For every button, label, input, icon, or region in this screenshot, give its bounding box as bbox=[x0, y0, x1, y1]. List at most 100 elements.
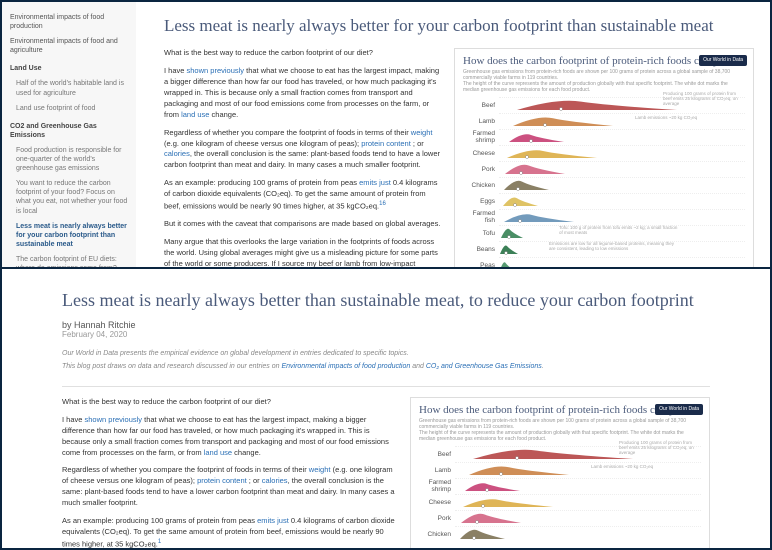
ridge-shape bbox=[503, 195, 538, 208]
median-dot bbox=[485, 488, 489, 492]
link-calories[interactable]: calories bbox=[262, 476, 288, 485]
median-dot bbox=[475, 520, 479, 524]
link-weight[interactable]: weight bbox=[309, 465, 331, 474]
link-env-impacts[interactable]: Environmental impacts of food production bbox=[281, 363, 410, 370]
ridge-shape bbox=[500, 243, 518, 256]
link-emits-just[interactable]: emits just bbox=[257, 516, 289, 525]
link-land-use[interactable]: land use bbox=[181, 110, 209, 119]
ridge-shape bbox=[513, 115, 613, 128]
link-protein[interactable]: protein content bbox=[361, 139, 411, 148]
ridge-shape bbox=[507, 148, 597, 160]
para: Regardless of whether you compare the fo… bbox=[62, 465, 398, 509]
ridge-shape bbox=[504, 178, 549, 192]
ridge-label: Peas bbox=[463, 262, 499, 267]
link-calories[interactable]: calories bbox=[164, 149, 190, 158]
sidebar-item[interactable]: Environmental impacts of food production bbox=[10, 10, 128, 34]
sidebar-item[interactable]: Less meat is nearly always better for yo… bbox=[10, 219, 128, 252]
ridge-row: Beans Emissions are low for all legume-ba… bbox=[463, 241, 745, 257]
sidebar-item[interactable]: Food production is responsible for one-q… bbox=[10, 143, 128, 176]
ridge-row: Farmed fish bbox=[463, 209, 745, 225]
median-dot bbox=[543, 123, 547, 127]
ridge-shape bbox=[504, 212, 574, 224]
ridge-label: Farmed shrimp bbox=[419, 479, 455, 493]
sidebar-item[interactable]: The carbon footprint of EU diets: where … bbox=[10, 252, 128, 267]
ridge-shape bbox=[473, 447, 633, 461]
ridge-label: Eggs bbox=[463, 198, 499, 205]
link-land-use[interactable]: land use bbox=[204, 448, 232, 457]
para: Many argue that this overlooks the large… bbox=[164, 237, 442, 267]
sidebar-item[interactable]: Land Use bbox=[10, 58, 128, 76]
blurb: Our World in Data presents the empirical… bbox=[62, 349, 710, 359]
link-shown-previously[interactable]: shown previously bbox=[187, 66, 245, 75]
ridge-row: Tofu Tofu: 100 g of protein from tofu emi… bbox=[463, 225, 745, 241]
ridge-row: Eggs bbox=[463, 193, 745, 209]
link-co2-ghg[interactable]: CO₂ and Greenhouse Gas Emissions bbox=[426, 363, 542, 370]
top-pane: Environmental impacts of food production… bbox=[2, 2, 770, 269]
sidebar-item[interactable]: Half of the world's habitable land is us… bbox=[10, 76, 128, 100]
sidebar-nav: Environmental impacts of food production… bbox=[2, 2, 136, 267]
ridge-row: Cheese bbox=[419, 494, 701, 510]
ridge-shape bbox=[469, 464, 569, 477]
chart-subtitle: Greenhouse gas emissions from protein-ri… bbox=[463, 69, 745, 93]
chart-protein-footprint-bottom[interactable]: Our World in DataHow does the carbon foo… bbox=[410, 397, 710, 548]
ridge-row: Pork bbox=[463, 161, 745, 177]
article-title-bottom: Less meat is nearly always better than s… bbox=[62, 289, 710, 312]
blurb: This blog post draws on data and researc… bbox=[62, 362, 710, 372]
ridge-shape bbox=[517, 98, 677, 112]
median-dot bbox=[519, 171, 523, 175]
chart-protein-footprint-top[interactable]: Our World in DataHow does the carbon foo… bbox=[454, 48, 754, 267]
owid-badge: Our World in Data bbox=[699, 55, 747, 66]
median-dot bbox=[472, 536, 476, 540]
ridge-label: Beef bbox=[463, 102, 499, 109]
ridge-row: Chicken bbox=[463, 177, 745, 193]
bottom-pane: Less meat is nearly always better than s… bbox=[2, 269, 770, 548]
sidebar-item[interactable]: You want to reduce the carbon footprint … bbox=[10, 176, 128, 218]
sidebar-item[interactable]: CO2 and Greenhouse Gas Emissions bbox=[10, 116, 128, 143]
ridge-row: BeefProducing 100 grams of protein from … bbox=[419, 446, 701, 462]
owid-badge: Our World in Data bbox=[655, 404, 703, 415]
median-dot bbox=[507, 235, 511, 239]
ridge-shape bbox=[465, 481, 520, 493]
ridge-shape bbox=[460, 527, 505, 541]
link-protein[interactable]: protein content bbox=[197, 476, 247, 485]
ridge-label: Pork bbox=[419, 515, 455, 522]
chart-annotation: Tofu: 100 g of protein from tofu emits ~… bbox=[559, 226, 679, 236]
ridge-row: BeefProducing 100 grams of protein from … bbox=[463, 97, 745, 113]
sidebar-item[interactable]: Land use footprint of food bbox=[10, 101, 128, 116]
ridge-row: Lamb Lamb emissions ~20 kg CO₂eq bbox=[419, 462, 701, 478]
para: I have shown previously that what we cho… bbox=[164, 66, 442, 120]
link-shown-previously[interactable]: shown previously bbox=[85, 415, 143, 424]
chart-annotation: Producing 100 grams of protein from beef… bbox=[619, 441, 699, 456]
sidebar-item[interactable]: Environmental impacts of food and agricu… bbox=[10, 34, 128, 58]
ridge-label: Tofu bbox=[463, 230, 499, 237]
ridgeline-plot: BeefProducing 100 grams of protein from … bbox=[419, 446, 701, 542]
ridge-row: Cheese bbox=[463, 145, 745, 161]
ridge-label: Lamb bbox=[463, 118, 499, 125]
ridge-row: Peas bbox=[463, 257, 745, 267]
ridge-row: LambLamb emissions ~20 kg CO₂eq bbox=[463, 113, 745, 129]
chart-annotation: Lamb emissions ~20 kg CO₂eq bbox=[591, 465, 661, 470]
ridge-row: Chicken bbox=[419, 526, 701, 542]
link-emits-just[interactable]: emits just bbox=[359, 178, 391, 187]
median-dot bbox=[559, 107, 563, 111]
footnote-ref[interactable]: 16 bbox=[379, 201, 386, 207]
byline: by Hannah Ritchie bbox=[62, 320, 710, 330]
top-main: Less meat is nearly always better for yo… bbox=[136, 2, 770, 267]
para: I have shown previously that what we cho… bbox=[62, 415, 398, 459]
link-weight[interactable]: weight bbox=[411, 128, 433, 137]
ridge-row: Pork bbox=[419, 510, 701, 526]
chart-annotation: Emissions are low for all legume-based p… bbox=[549, 242, 679, 252]
footnote-ref[interactable]: 1 bbox=[158, 539, 161, 545]
ridge-shape bbox=[501, 226, 523, 240]
ridge-shape bbox=[463, 497, 553, 509]
median-dot bbox=[515, 456, 519, 460]
chart-annotation: Producing 100 grams of protein from beef… bbox=[663, 92, 743, 107]
median-dot bbox=[516, 187, 520, 191]
ridge-shape bbox=[509, 132, 564, 144]
median-dot bbox=[529, 139, 533, 143]
ridge-label: Beans bbox=[463, 246, 499, 253]
para: But it comes with the caveat that compar… bbox=[164, 219, 442, 230]
ridge-label: Lamb bbox=[419, 467, 455, 474]
median-dot bbox=[525, 155, 529, 159]
ridge-label: Pork bbox=[463, 166, 499, 173]
